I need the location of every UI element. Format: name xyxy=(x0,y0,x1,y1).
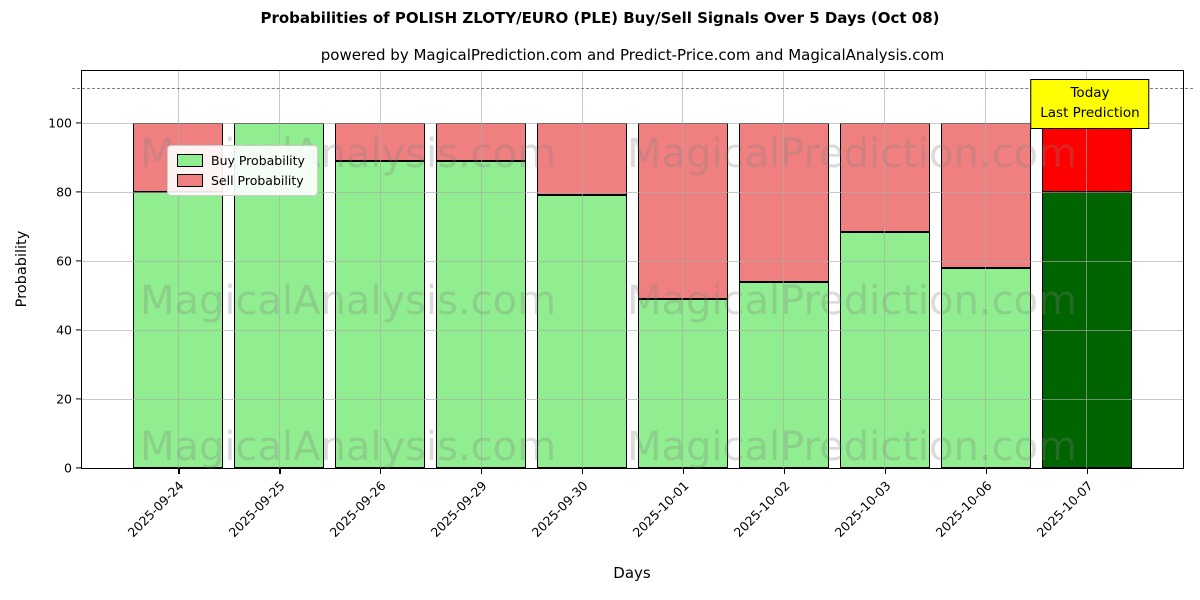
y-tick-label-40: 40 xyxy=(56,322,72,338)
legend: Buy Probability Sell Probability xyxy=(167,145,318,196)
x-tick-mark-2025-10-01 xyxy=(682,469,685,474)
h-gridline-20 xyxy=(82,398,1183,400)
bar-slot-2025-10-03 xyxy=(834,71,935,468)
bar-slot-2025-09-29 xyxy=(431,71,532,468)
v-gridline-2025-10-03 xyxy=(884,71,886,468)
v-gridline-2025-10-06 xyxy=(985,71,987,468)
v-gridline-2025-10-01 xyxy=(682,71,684,468)
buy-swatch-icon xyxy=(177,154,203,167)
y-tick-label-60: 60 xyxy=(56,253,72,269)
watermark-right-row2: MagicalPrediction.com xyxy=(627,278,1077,324)
y-axis-label: Probability xyxy=(14,230,30,308)
bar-slot-2025-10-02 xyxy=(733,71,834,468)
bar-slot-2025-10-06 xyxy=(935,71,1036,468)
x-tick-mark-2025-10-02 xyxy=(783,469,786,474)
x-axis-label: Days xyxy=(613,564,651,582)
legend-item-buy: Buy Probability xyxy=(177,153,305,168)
h-gridline-80 xyxy=(82,191,1183,193)
y-tick-label-80: 80 xyxy=(56,184,72,200)
plot-area: Buy Probability Sell Probability xyxy=(81,70,1184,469)
x-tick-mark-2025-10-07 xyxy=(1086,469,1088,474)
bar-slot-2025-09-26 xyxy=(330,71,431,468)
y-tick-mark-0 xyxy=(76,467,81,469)
bar-slot-2025-09-30 xyxy=(532,71,633,468)
v-gridline-2025-09-26 xyxy=(379,71,381,468)
chart-subtitle: powered by MagicalPrediction.com and Pre… xyxy=(320,46,945,64)
watermark-left-row2: MagicalAnalysis.com xyxy=(139,278,557,324)
x-tick-mark-2025-09-30 xyxy=(582,469,584,474)
h-gridline-100 xyxy=(82,122,1183,124)
x-tick-mark-2025-09-24 xyxy=(178,469,180,474)
y-tick-label-20: 20 xyxy=(56,391,72,407)
v-gridline-2025-09-29 xyxy=(480,71,482,468)
x-tick-label-2025-09-24: 2025-09-24 xyxy=(125,478,188,540)
threshold-dashed-line xyxy=(72,88,1193,90)
watermark-right-row1: MagicalPrediction.com xyxy=(627,131,1077,177)
today-annotation: Today Last Prediction xyxy=(1030,79,1150,129)
h-gridline-40 xyxy=(82,329,1183,331)
x-tick-mark-2025-09-29 xyxy=(481,469,483,474)
y-tick-mark-60 xyxy=(76,260,81,262)
x-tick-mark-2025-10-06 xyxy=(985,469,987,474)
annotation-line-1: Today xyxy=(1070,85,1110,101)
x-tick-mark-2025-09-26 xyxy=(380,469,382,474)
sell-swatch-icon xyxy=(177,174,203,187)
y-tick-label-0: 0 xyxy=(64,460,72,476)
x-tick-mark-2025-09-25 xyxy=(279,469,281,474)
x-tick-mark-2025-10-03 xyxy=(884,469,886,474)
v-gridline-2025-09-30 xyxy=(581,71,583,468)
legend-label-buy: Buy Probability xyxy=(211,153,305,168)
y-tick-label-100: 100 xyxy=(48,115,72,131)
y-tick-mark-40 xyxy=(76,329,81,331)
legend-item-sell: Sell Probability xyxy=(177,173,305,188)
y-tick-mark-100 xyxy=(76,122,81,124)
h-gridline-60 xyxy=(82,260,1183,262)
v-gridline-2025-10-07 xyxy=(1086,71,1088,468)
legend-label-sell: Sell Probability xyxy=(211,173,304,188)
v-gridline-2025-09-25 xyxy=(278,71,280,468)
annotation-line-2: Last Prediction xyxy=(1040,105,1140,122)
chart-title: Probabilities of POLISH ZLOTY/EURO (PLE)… xyxy=(260,9,940,27)
y-tick-mark-20 xyxy=(76,398,81,400)
y-tick-mark-80 xyxy=(76,191,81,193)
watermark-right-row3: MagicalPrediction.com xyxy=(627,424,1077,470)
v-gridline-2025-10-02 xyxy=(783,71,785,468)
watermark-left-row3: MagicalAnalysis.com xyxy=(139,424,557,470)
bar-slot-2025-10-01 xyxy=(633,71,734,468)
v-gridline-2025-09-24 xyxy=(177,71,179,468)
